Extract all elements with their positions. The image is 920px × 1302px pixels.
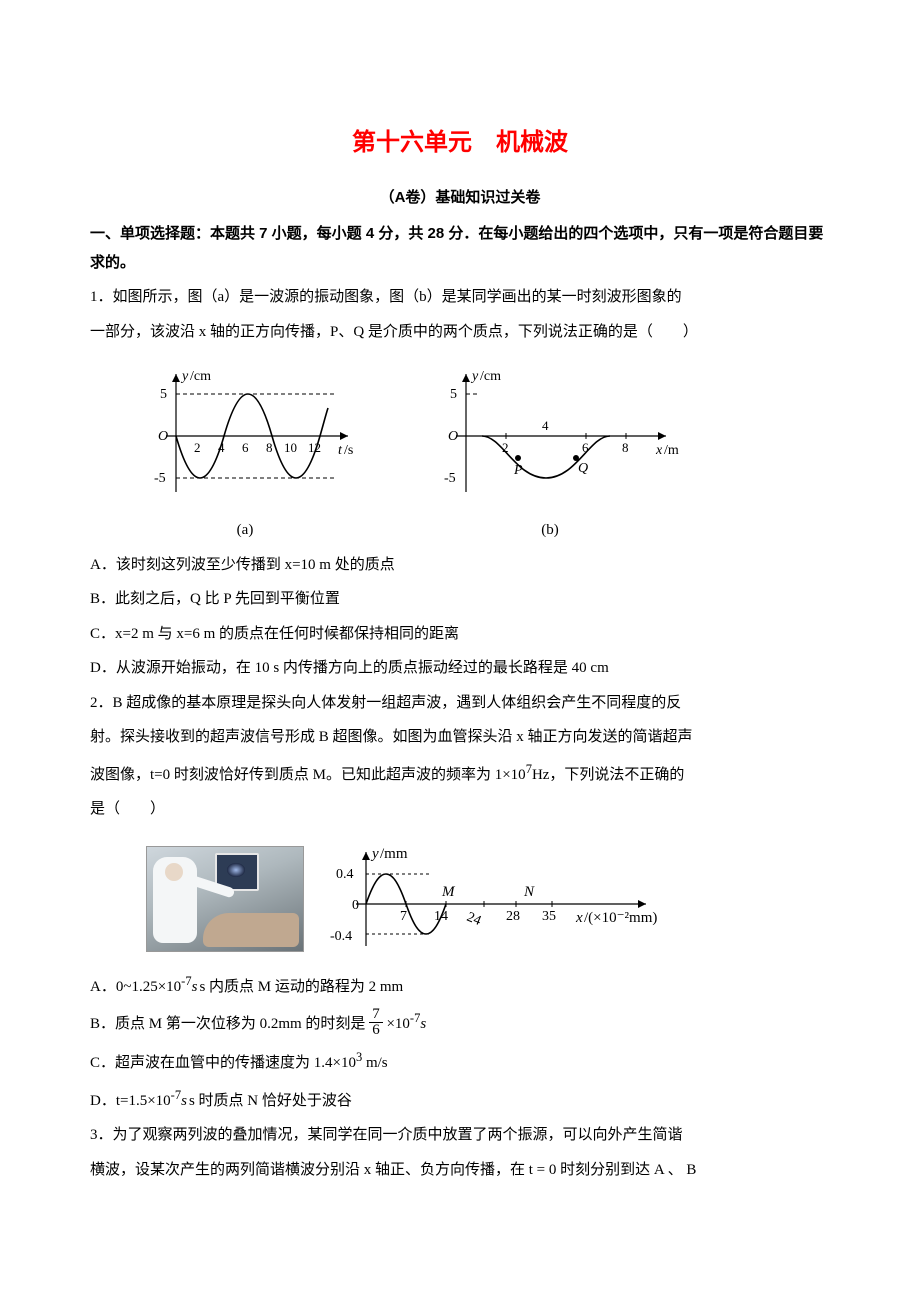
svg-text:O: O (158, 429, 168, 444)
svg-text:-0.4: -0.4 (330, 929, 352, 944)
svg-text:8: 8 (622, 440, 629, 455)
q2-option-b: B．质点 M 第一次位移为 0.2mm 的时刻是 76 ×10-7s (90, 1007, 830, 1040)
svg-text:-5: -5 (444, 471, 456, 486)
svg-text:4: 4 (542, 418, 549, 433)
svg-text:M: M (441, 884, 456, 900)
q2-option-c: C．超声波在血管中的传播速度为 1.4×103 m/s (90, 1046, 830, 1078)
svg-text:O: O (448, 429, 458, 444)
q1-option-c: C．x=2 m 与 x=6 m 的质点在任何时候都保持相同的距离 (90, 620, 830, 649)
q2-stem-line2: 射。探头接收到的超声波信号形成 B 超图像。如图为血管探头沿 x 轴正方向发送的… (90, 723, 830, 752)
q2-option-d: D．t=1.5×10-7ss 时质点 N 恰好处于波谷 (90, 1084, 830, 1116)
svg-text:7: 7 (400, 909, 407, 924)
svg-text:y: y (470, 369, 479, 384)
svg-text:t: t (338, 443, 343, 458)
q2-stem-line1: 2．B 超成像的基本原理是探头向人体发射一组超声波，遇到人体组织会产生不同程度的… (90, 689, 830, 718)
q1-stem-line2: 一部分，该波沿 x 轴的正方向传播，P、Q 是介质中的两个质点，下列说法正确的是… (90, 318, 830, 347)
svg-text:2: 2 (194, 440, 201, 455)
svg-text:N: N (523, 884, 535, 900)
q2-option-a: A．0~1.25×10-7ss 内质点 M 运动的路程为 2 mm (90, 970, 830, 1002)
q1-option-b: B．此刻之后，Q 比 P 先回到平衡位置 (90, 585, 830, 614)
svg-text:28: 28 (506, 909, 520, 924)
q2-stem-line4: 是（ ） (90, 795, 830, 824)
svg-text:10: 10 (284, 440, 297, 455)
q1-option-a: A．该时刻这列波至少传播到 x=10 m 处的质点 (90, 551, 830, 580)
svg-text:6: 6 (242, 440, 249, 455)
q2-wave-figure: y /mm x /(×10⁻²mm) 0.4 0 -0.4 7 14 24 28 (318, 834, 658, 964)
q1-figures: y /cm t /s O 5 -5 2 4 6 8 (130, 356, 830, 545)
q1-figb-caption: (b) (541, 516, 559, 545)
svg-text:/cm: /cm (190, 369, 211, 384)
q2-figures: y /mm x /(×10⁻²mm) 0.4 0 -0.4 7 14 24 28 (146, 834, 830, 964)
page-title: 第十六单元 机械波 (90, 120, 830, 166)
q1-stem-line1: 1．如图所示，图（a）是一波源的振动图象，图（b）是某同学画出的某一时刻波形图象… (90, 283, 830, 312)
svg-text:8: 8 (266, 440, 273, 455)
svg-text:x: x (575, 910, 583, 926)
svg-text:5: 5 (160, 387, 167, 402)
ultrasound-photo (146, 846, 304, 952)
svg-text:0: 0 (352, 898, 359, 913)
svg-text:y: y (180, 369, 189, 384)
svg-text:y: y (370, 846, 379, 862)
q3-stem-line1: 3．为了观察两列波的叠加情况，某同学在同一介质中放置了两个振源，可以向外产生简谐 (90, 1121, 830, 1150)
svg-text:/s: /s (344, 443, 353, 458)
svg-text:/m: /m (664, 443, 679, 458)
svg-text:35: 35 (542, 909, 556, 924)
svg-text:/cm: /cm (480, 369, 501, 384)
svg-text:/mm: /mm (380, 846, 408, 862)
page-subtitle: （A卷）基础知识过关卷 (90, 184, 830, 213)
q3-stem-line2: 横波，设某次产生的两列简谐横波分别沿 x 轴正、负方向传播，在 t = 0 时刻… (90, 1156, 830, 1185)
svg-text:Q: Q (578, 461, 588, 476)
q1-option-d: D．从波源开始振动，在 10 s 内传播方向上的质点振动经过的最长路程是 40 … (90, 654, 830, 683)
q1-figa-caption: (a) (237, 516, 254, 545)
svg-text:P: P (513, 463, 523, 478)
section-heading: 一、单项选择题：本题共 7 小题，每小题 4 分，共 28 分．在每小题给出的四… (90, 220, 830, 277)
svg-text:0.4: 0.4 (336, 867, 354, 882)
svg-text:24: 24 (465, 909, 484, 928)
q1-figure-a: y /cm t /s O 5 -5 2 4 6 8 (130, 356, 360, 516)
q1-figure-b: y /cm x /m O 5 -5 2 4 6 8 (420, 356, 680, 516)
svg-text:5: 5 (450, 387, 457, 402)
svg-text:x: x (655, 443, 663, 458)
svg-text:-5: -5 (154, 471, 166, 486)
q2-stem-line3: 波图像，t=0 时刻波恰好传到质点 M。已知此超声波的频率为 1×107Hz，下… (90, 758, 830, 790)
svg-text:/(×10⁻²mm): /(×10⁻²mm) (584, 910, 657, 926)
